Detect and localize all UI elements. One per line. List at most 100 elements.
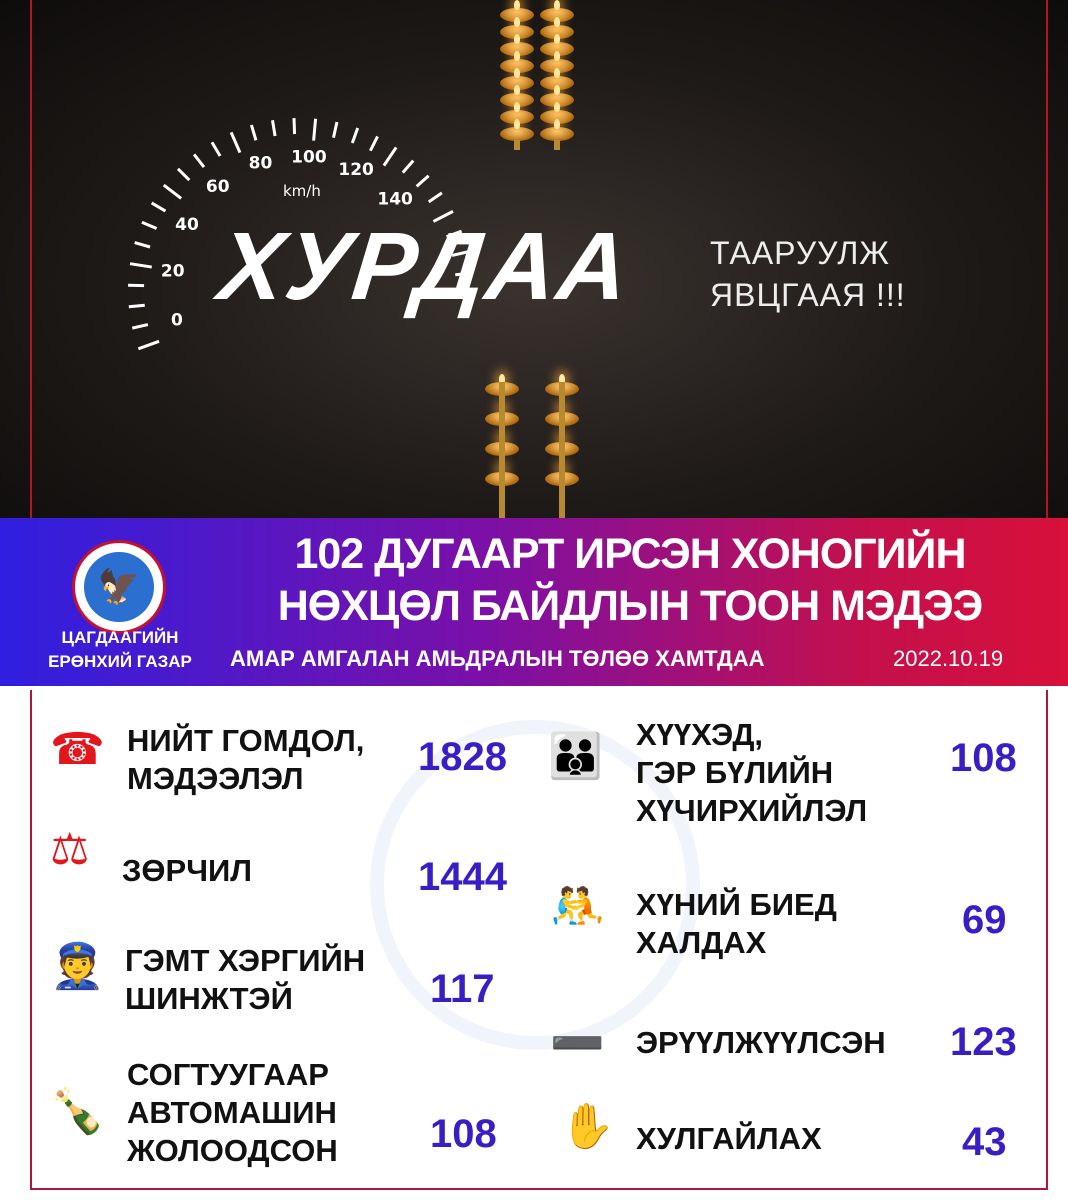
lamp [500,93,534,107]
flame-icon [554,17,560,27]
stat-value: 117 [430,967,495,1011]
flame-icon [514,68,520,78]
lamp [540,110,574,124]
stat-label: ХҮНИЙ БИЕД ХАЛДАХ [636,887,837,960]
speed-tick [176,167,191,182]
speed-tick [137,339,160,351]
flame-icon [514,51,520,61]
flame-icon [514,119,520,129]
speed-tick [229,131,242,154]
stat-label: ГЭМТ ХЭРГИЙН ШИНЖТЭЙ [125,943,366,1016]
gavel-book-icon: ⚖ [50,825,90,874]
lamp-stem [559,382,565,518]
lamp [500,25,534,39]
flame-icon [514,85,520,95]
flame-icon [554,119,560,129]
speed-tick-label: 140 [377,189,413,209]
speed-tick [401,159,415,174]
stat-value: 1444 [418,855,507,899]
lamp [500,42,534,56]
stat-value: 69 [962,898,1007,942]
stat-label: ЭРҮҮЛЖҮҮЛСЭН [636,1025,886,1060]
speed-tick [131,323,149,330]
speed-tick [162,183,183,200]
speed-tick [427,191,443,204]
lamp [500,8,534,22]
date: 2022.10.19 [893,646,1004,671]
flame-icon [514,17,520,27]
flame-icon [554,68,560,78]
lamp [540,93,574,107]
speed-tick [192,153,206,168]
lamp [500,127,534,141]
theft-hand-icon: ✋ [560,1102,615,1151]
organization-name: ЦАГДААГИЙН ЕРӨНХИЙ ГАЗАР [30,626,210,674]
org-line-1: ЦАГДААГИЙН [61,628,179,647]
header-banner: 🦅 ЦАГДААГИЙН ЕРӨНХИЙ ГАЗАР 102 ДУГААРТ И… [0,518,1068,686]
speed-tick-label: 0 [171,310,183,330]
speed-tick [455,271,472,277]
lamp [540,8,574,22]
eagle-icon: 🦅 [84,552,154,622]
speed-tick [415,174,430,188]
stat-label: НИЙТ ГОМДОЛ, МЭДЭЭЛЭЛ [127,723,365,796]
lamp [500,76,534,90]
stat-label: ЗӨРЧИЛ [122,853,253,888]
speed-tick [141,220,158,230]
speed-tick [271,119,277,137]
stat-value: 108 [950,736,1017,780]
speed-tick-label: 60 [206,177,230,197]
speed-tick [249,124,258,141]
hero-banner: 0 20 40 60 80 100 120 140 km/h ХУРДАА ТААРУУЛЖ … [0,0,1068,518]
speed-tick [128,303,145,309]
stat-value: 1828 [418,735,507,779]
stats-panel [30,690,1048,1190]
flame-icon [514,34,520,44]
lamp [540,127,574,141]
stat-value: 108 [430,1112,497,1156]
flame-icon [554,0,560,10]
title-line-1: 102 ДУГААРТ ИРСЭН ХОНОГИЙН [294,530,966,578]
speed-tick-label: 80 [249,153,273,173]
flame-icon [554,51,560,61]
speed-tick [382,146,398,167]
slogan-line-1: ТААРУУЛЖ [710,235,890,271]
title-line-2: НӨХЦӨЛ БАЙДЛЫН ТООН МЭДЭЭ [277,582,984,630]
speed-tick-label: 100 [291,147,327,167]
hero-title: ХУРДАА [214,213,636,320]
stat-label: ХУЛГАЙЛАХ [636,1121,822,1156]
flame-icon [554,85,560,95]
stat-label: СОГТУУГААР АВТОМАШИН ЖОЛООДСОН [127,1057,338,1168]
speed-tick [150,201,167,213]
speed-tick [129,262,152,269]
slogan-line-2: ЯВЦГААЯ !!! [710,277,906,313]
speed-unit: km/h [283,182,321,200]
flame-icon [554,34,560,44]
lamp [540,59,574,73]
speed-tick [451,250,469,257]
speed-tick [350,127,360,144]
speed-tick [449,292,472,297]
lying-person-icon: ➖ [550,1019,605,1068]
domestic-violence-icon: 👪 [548,732,603,781]
lamp-stem [554,140,560,150]
hero-frame [30,0,1048,518]
speed-tick-label: 40 [175,215,199,235]
speed-tick-label: 20 [161,262,185,282]
stat-value: 123 [950,1020,1017,1064]
police-suspect-icon: 👮 [50,942,105,991]
speed-tick [292,118,297,135]
steering-bottle-icon: 🍾 [50,1087,105,1136]
speed-tick [210,141,222,157]
speed-tick [446,229,463,239]
phone-24h-icon: ☎ [50,725,105,774]
lamp [540,42,574,56]
assault-icon: 🤼 [550,882,605,931]
speed-tick [368,135,379,152]
page-title: 102 ДУГААРТ ИРСЭН ХОНОГИЙН НӨХЦӨЛ БАЙДЛЫ… [220,528,1040,632]
flame-icon [514,0,520,10]
speed-tick [332,121,339,138]
lamp [540,76,574,90]
lamp-stem [499,382,505,518]
